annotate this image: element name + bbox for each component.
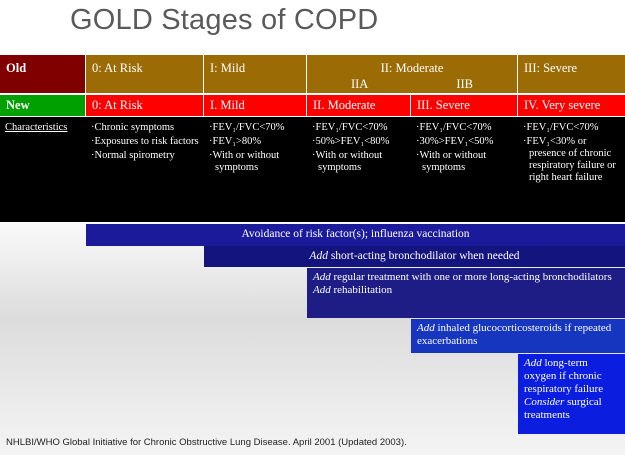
char-item: FEV₁/FVC<70% — [523, 122, 625, 134]
characteristics-col-1: FEV₁/FVC<70% FEV₁>80% With or without symp… — [204, 117, 307, 222]
char-item: Normal spirometry — [91, 150, 204, 162]
characteristics-label: Characteristics — [0, 117, 86, 222]
old-stage-0: 0: At Risk — [86, 55, 204, 93]
old-stage-2b: IIB — [456, 77, 473, 91]
treatment-short-acting: Add short-acting bronchodilator when nee… — [204, 246, 625, 267]
treatment-long-acting: Add regular treatment with one or more l… — [307, 268, 625, 318]
new-row-label: New — [0, 95, 86, 116]
treatment-oxygen-surgery: Add long-term oxygen if chronic respirat… — [518, 354, 625, 434]
old-stage-1: I: Mild — [204, 55, 307, 93]
new-stage-2: II. Moderate — [307, 95, 411, 116]
old-stage-2a: IIA — [350, 77, 369, 91]
characteristics-col-4: FEV₁/FVC<70% FEV₁<30% or presence of chro… — [518, 117, 625, 222]
char-item: FEV₁/FVC<70% — [312, 122, 411, 134]
slide-title: GOLD Stages of COPD — [70, 4, 379, 36]
old-stage-2-label: II: Moderate — [380, 61, 444, 75]
char-item: With or without symptoms — [312, 150, 411, 174]
char-item: FEV₁/FVC<70% — [209, 122, 307, 134]
char-item: FEV₁/FVC<70% — [416, 122, 518, 134]
char-item: With or without symptoms — [416, 150, 518, 174]
char-item: Exposures to risk factors — [91, 136, 204, 148]
new-stage-0: 0: At Risk — [86, 95, 204, 116]
char-item: Chronic symptoms — [91, 122, 204, 134]
char-item: FEV₁<30% or presence of chronic respirat… — [523, 136, 625, 184]
char-item: FEV₁>80% — [209, 136, 307, 148]
old-row-label: Old — [0, 55, 86, 93]
char-item: 30%>FEV₁<50% — [416, 136, 518, 148]
characteristics-col-0: Chronic symptoms Exposures to risk factor… — [86, 117, 204, 222]
char-item: With or without symptoms — [209, 150, 307, 174]
new-stage-3: III. Severe — [411, 95, 518, 116]
char-item: 50%>FEV₁<80% — [312, 136, 411, 148]
characteristics-col-3: FEV₁/FVC<70% 30%>FEV₁<50% With or without … — [411, 117, 518, 222]
characteristics-col-2: FEV₁/FVC<70% 50%>FEV₁<80% With or without … — [307, 117, 411, 222]
new-stage-4: IV. Very severe — [518, 95, 625, 116]
old-stage-3: III: Severe — [518, 55, 625, 93]
new-stage-1: I. Mild — [204, 95, 307, 116]
treatment-glucocorticosteroids: Add inhaled glucocorticosteroids if repe… — [411, 319, 625, 353]
treatment-avoidance: Avoidance of risk factor(s); influenza v… — [86, 224, 625, 246]
source-citation: NHLBI/WHO Global Initiative for Chronic … — [6, 437, 407, 448]
old-stage-2: II: Moderate IIA IIB — [307, 55, 518, 93]
